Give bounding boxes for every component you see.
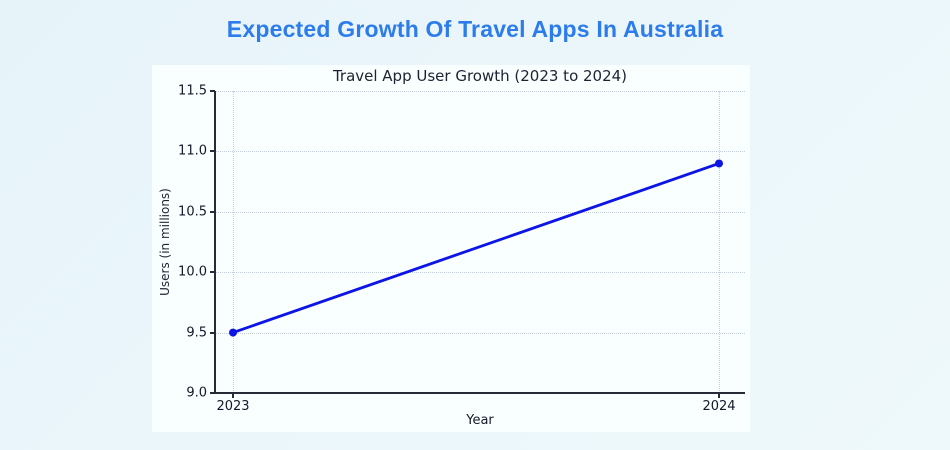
vertical-gridline bbox=[233, 91, 234, 393]
data-line bbox=[232, 162, 720, 334]
y-tick-mark bbox=[210, 150, 215, 153]
x-axis-spine bbox=[214, 392, 745, 394]
vertical-gridline bbox=[719, 91, 720, 393]
horizontal-gridline bbox=[215, 151, 745, 153]
y-tick-mark bbox=[210, 271, 215, 274]
horizontal-gridline bbox=[215, 211, 745, 213]
horizontal-gridline bbox=[215, 91, 745, 92]
page-title: Expected Growth Of Travel Apps In Austra… bbox=[226, 16, 724, 42]
data-point-marker bbox=[715, 159, 723, 168]
data-point-marker bbox=[229, 328, 237, 337]
y-tick-label: 10.0 bbox=[178, 264, 207, 280]
horizontal-gridline bbox=[215, 332, 745, 334]
data-line-layer bbox=[229, 159, 723, 337]
y-axis-spine bbox=[214, 91, 216, 394]
y-tick-mark bbox=[210, 90, 215, 92]
y-tick-label: 10.5 bbox=[178, 204, 207, 220]
y-tick-label: 9.5 bbox=[186, 325, 207, 341]
chart-title: Travel App User Growth (2023 to 2024) bbox=[332, 67, 628, 85]
y-tick-mark bbox=[210, 392, 215, 394]
plot-area: 9.0 9.5 10.0 10.5 11.0 11.5 2023 2024 bbox=[178, 85, 745, 414]
x-tick-mark bbox=[232, 393, 234, 398]
horizontal-gridline bbox=[215, 272, 745, 274]
x-tick-label: 2024 bbox=[702, 399, 736, 414]
y-tick-label: 11.0 bbox=[178, 143, 207, 159]
y-tick-mark bbox=[210, 331, 215, 334]
x-axis-label: Year bbox=[466, 413, 494, 428]
x-tick-label: 2023 bbox=[216, 399, 250, 414]
chart-card: Travel App User Growth (2023 to 2024) Us… bbox=[152, 65, 750, 432]
x-tick-mark bbox=[718, 393, 720, 398]
y-tick-label: 9.0 bbox=[186, 385, 207, 401]
y-axis-label: Users (in millions) bbox=[158, 188, 172, 296]
y-tick-label: 11.5 bbox=[178, 83, 207, 99]
y-tick-mark bbox=[210, 210, 215, 213]
